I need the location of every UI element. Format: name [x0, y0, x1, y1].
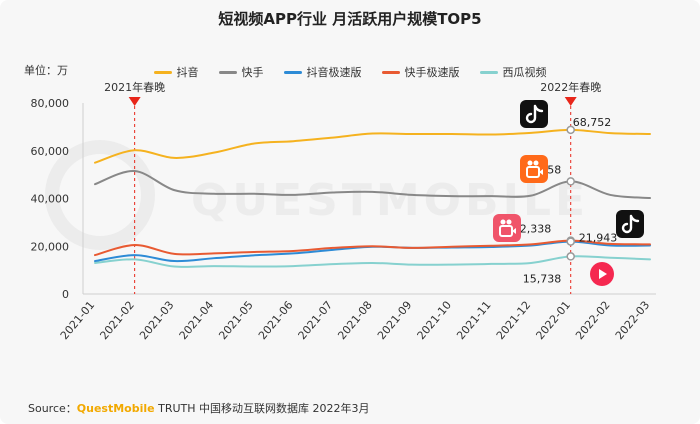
source-brand: QuestMobile	[76, 402, 155, 415]
series-line-3	[94, 240, 651, 263]
x-tick-label: 2022-02	[573, 299, 613, 343]
x-tick-label: 2021-09	[375, 299, 415, 343]
annotation-marker-icon	[128, 97, 141, 106]
x-tick-label: 2021-12	[494, 299, 534, 343]
camera-dot-glyph-icon	[500, 219, 506, 225]
annotation-label: 2021年春晚	[104, 80, 165, 94]
x-tick-label: 2021-06	[256, 299, 296, 343]
series-line-4	[94, 239, 651, 257]
legend-item-1: 抖音	[153, 64, 199, 80]
data-label: 68,752	[573, 116, 612, 129]
xigua-play-glyph-icon	[599, 269, 607, 279]
watermark-logo	[45, 140, 155, 250]
x-tick-label: 2021-05	[216, 299, 256, 343]
legend-item-3: 抖音极速版	[283, 64, 362, 80]
source-rest: TRUTH 中国移动互联网数据库 2022年3月	[154, 402, 370, 415]
legend-swatch	[381, 70, 400, 74]
y-tick-label: 60,000	[31, 145, 70, 158]
source-prefix: Source：	[28, 402, 77, 415]
chart-title: 短视频APP行业 月活跃用户规模TOP5	[218, 10, 482, 28]
camera-lens-glyph-icon	[512, 228, 516, 234]
x-tick-label: 2022-01	[534, 299, 574, 343]
legend-label: 快手	[241, 66, 264, 79]
legend-swatch	[479, 70, 498, 74]
camera-dot-glyph-icon	[506, 219, 512, 225]
legend-label: 抖音极速版	[306, 66, 362, 79]
camera-dot-glyph-icon	[533, 160, 539, 166]
x-tick-label: 2021-07	[296, 299, 336, 343]
annotation-label: 2022年春晚	[540, 80, 601, 94]
series-line-1	[94, 128, 651, 164]
legend-label: 抖音	[176, 66, 199, 79]
data-label: 21,943	[579, 232, 618, 245]
legend-swatch	[218, 70, 237, 74]
y-tick-label: 80,000	[31, 97, 70, 110]
y-tick-label: 20,000	[31, 240, 70, 253]
douyin-note-glyph-icon	[621, 214, 640, 234]
x-tick-label: 2021-01	[58, 299, 98, 343]
x-tick-label: 2021-10	[415, 299, 455, 343]
data-point-marker	[566, 237, 575, 246]
data-point-marker	[566, 252, 575, 261]
legend-label: 快手极速版	[404, 66, 460, 79]
x-tick-label: 2022-03	[613, 299, 653, 343]
chart-legend: 抖音 快手 抖音极速版 快手极速版 西瓜视频	[0, 64, 700, 80]
unit-label: 单位：万	[24, 64, 68, 77]
y-tick-label: 0	[62, 288, 69, 301]
legend-label: 西瓜视频	[502, 66, 547, 79]
annotation-marker-icon	[564, 97, 577, 106]
data-point-marker	[566, 125, 575, 135]
kuaishou-lite-icon	[493, 214, 521, 242]
kuaishou-icon	[520, 155, 548, 183]
legend-item-2: 快手	[218, 64, 264, 80]
douyin-note-glyph-icon	[525, 104, 544, 124]
camera-dot-glyph-icon	[527, 160, 533, 166]
legend-swatch	[283, 70, 302, 74]
data-point-marker	[566, 177, 575, 186]
x-tick-label: 2021-03	[137, 299, 177, 343]
legend-swatch	[153, 70, 172, 74]
x-tick-label: 2021-04	[177, 299, 217, 343]
data-label: 15,738	[523, 272, 562, 285]
camera-lens-glyph-icon	[539, 169, 543, 175]
series-line-2	[94, 170, 651, 200]
legend-item-5: 西瓜视频	[479, 64, 547, 80]
data-label: 22,338	[513, 223, 552, 236]
x-tick-label: 2021-08	[335, 299, 375, 343]
y-tick-label: 40,000	[31, 193, 70, 206]
legend-item-4: 快手极速版	[381, 64, 460, 80]
source-line: Source：QuestMobile TRUTH 中国移动互联网数据库 2022…	[28, 400, 370, 416]
series-line-5	[94, 255, 651, 268]
x-tick-label: 2021-02	[97, 299, 137, 343]
x-tick-label: 2021-11	[454, 299, 494, 343]
